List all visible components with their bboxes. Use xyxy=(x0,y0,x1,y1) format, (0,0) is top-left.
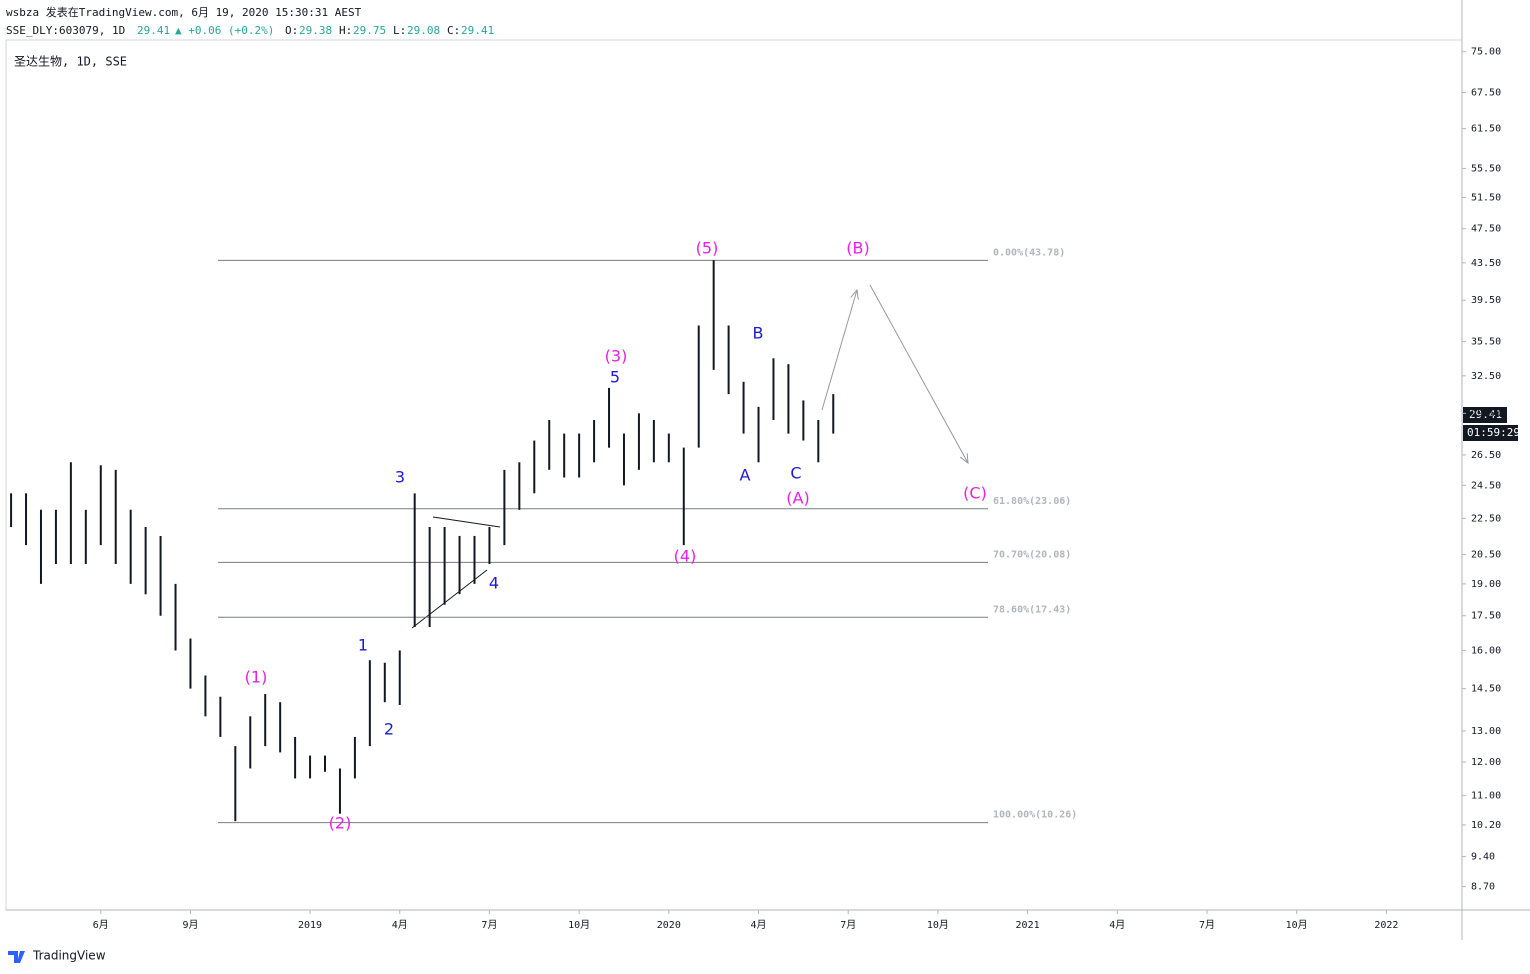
symbol: SSE_DLY:603079, 1D xyxy=(6,24,125,37)
fib-label: 100.00%(10.26) xyxy=(993,810,1077,821)
x-tick-label: 2020 xyxy=(657,920,681,931)
brand-logo xyxy=(8,951,25,963)
y-tick-label: 10.20 xyxy=(1471,820,1501,831)
wave-label: (C) xyxy=(963,484,987,503)
legend: SSE_DLY:603079, 1D 29.41 ▲ +0.06 (+0.2%) xyxy=(6,24,274,37)
ohlc-value: 29.08 xyxy=(407,24,440,37)
pane-title: 圣达生物, 1D, SSE xyxy=(14,55,127,69)
countdown: 01:59:29 xyxy=(1467,426,1520,439)
y-tick-label: 20.50 xyxy=(1471,549,1501,560)
wave-label: C xyxy=(790,464,801,483)
wave-label: (4) xyxy=(674,547,697,566)
y-tick-label: 14.50 xyxy=(1471,684,1501,695)
last-price: 29.41 xyxy=(137,24,170,37)
change: ▲ +0.06 (+0.2%) xyxy=(175,24,274,37)
y-tick-label: 8.70 xyxy=(1471,882,1495,893)
x-tick-label: 4月 xyxy=(751,919,767,931)
price-label: 29.41 xyxy=(1469,408,1502,421)
projection-arrow xyxy=(869,284,968,463)
x-tick-label: 4月 xyxy=(1109,919,1125,931)
x-tick-label: 6月 xyxy=(93,919,109,931)
author-line: wsbza 发表在TradingView.com, 6月 19, 2020 15… xyxy=(6,5,362,19)
ohlc-label: L: xyxy=(393,24,406,37)
wave-label: B xyxy=(753,324,764,343)
fib-label: 78.60%(17.43) xyxy=(993,604,1071,615)
wave-label: 5 xyxy=(610,368,620,387)
y-tick-label: 19.00 xyxy=(1471,579,1501,590)
x-tick-label: 9月 xyxy=(182,919,198,931)
wave-label: (1) xyxy=(245,668,268,687)
ohlc-label: C: xyxy=(447,24,460,37)
y-tick-label: 17.50 xyxy=(1471,611,1501,622)
y-tick-label: 51.50 xyxy=(1471,192,1501,203)
y-tick-label: 35.50 xyxy=(1471,337,1501,348)
x-tick-label: 4月 xyxy=(392,919,408,931)
fib-label: 0.00%(43.78) xyxy=(993,247,1065,258)
y-tick-label: 75.00 xyxy=(1471,47,1501,58)
projection-arrow xyxy=(821,290,857,411)
x-tick-label: 10月 xyxy=(568,919,590,931)
fib-label: 70.70%(20.08) xyxy=(993,549,1071,560)
wave-label: (B) xyxy=(846,239,869,258)
y-tick-label: 39.50 xyxy=(1471,295,1501,306)
wave-label: 3 xyxy=(395,468,405,487)
brand: TradingView xyxy=(32,949,106,963)
wave-label: (5) xyxy=(696,239,719,258)
triangle-upper xyxy=(432,516,501,528)
x-tick-label: 7月 xyxy=(481,919,497,931)
x-tick-label: 7月 xyxy=(1199,919,1215,931)
y-tick-label: 43.50 xyxy=(1471,258,1501,269)
wave-label: (3) xyxy=(605,347,628,366)
y-tick-label: 24.50 xyxy=(1471,480,1501,491)
wave-label: 1 xyxy=(358,636,368,655)
y-tick-label: 29.50 xyxy=(1471,408,1501,419)
y-tick-label: 61.50 xyxy=(1471,124,1501,135)
x-tick-label: 10月 xyxy=(1286,919,1308,931)
y-tick-label: 32.50 xyxy=(1471,371,1501,382)
y-tick-label: 13.00 xyxy=(1471,726,1501,737)
x-tick-label: 10月 xyxy=(927,919,949,931)
y-tick-label: 22.50 xyxy=(1471,513,1501,524)
y-tick-label: 16.00 xyxy=(1471,645,1501,656)
wave-label: 2 xyxy=(384,720,394,739)
x-tick-label: 7月 xyxy=(840,919,856,931)
x-tick-label: 2022 xyxy=(1374,920,1398,931)
ohlc-label: O: xyxy=(285,24,298,37)
y-tick-label: 47.50 xyxy=(1471,224,1501,235)
ohlc-value: 29.38 xyxy=(299,24,332,37)
ohlc-value: 29.41 xyxy=(461,24,494,37)
wave-label: A xyxy=(740,466,751,485)
wave-label: (A) xyxy=(786,489,809,508)
ohlc-label: H: xyxy=(339,24,352,37)
plot-area xyxy=(5,39,1463,911)
ohlc-value: 29.75 xyxy=(353,24,386,37)
x-tick-label: 2021 xyxy=(1016,920,1040,931)
y-tick-label: 26.50 xyxy=(1471,450,1501,461)
price-label-box xyxy=(1463,407,1507,423)
y-tick-label: 9.40 xyxy=(1471,852,1495,863)
wave-label: (2) xyxy=(329,814,352,833)
y-tick-label: 11.00 xyxy=(1471,791,1501,802)
countdown-box xyxy=(1463,425,1518,441)
x-tick-label: 2019 xyxy=(298,920,322,931)
y-tick-label: 55.50 xyxy=(1471,163,1501,174)
y-tick-label: 12.00 xyxy=(1471,757,1501,768)
wave-label: 4 xyxy=(489,574,499,593)
y-tick-label: 67.50 xyxy=(1471,88,1501,99)
fib-label: 61.80%(23.06) xyxy=(993,496,1071,507)
